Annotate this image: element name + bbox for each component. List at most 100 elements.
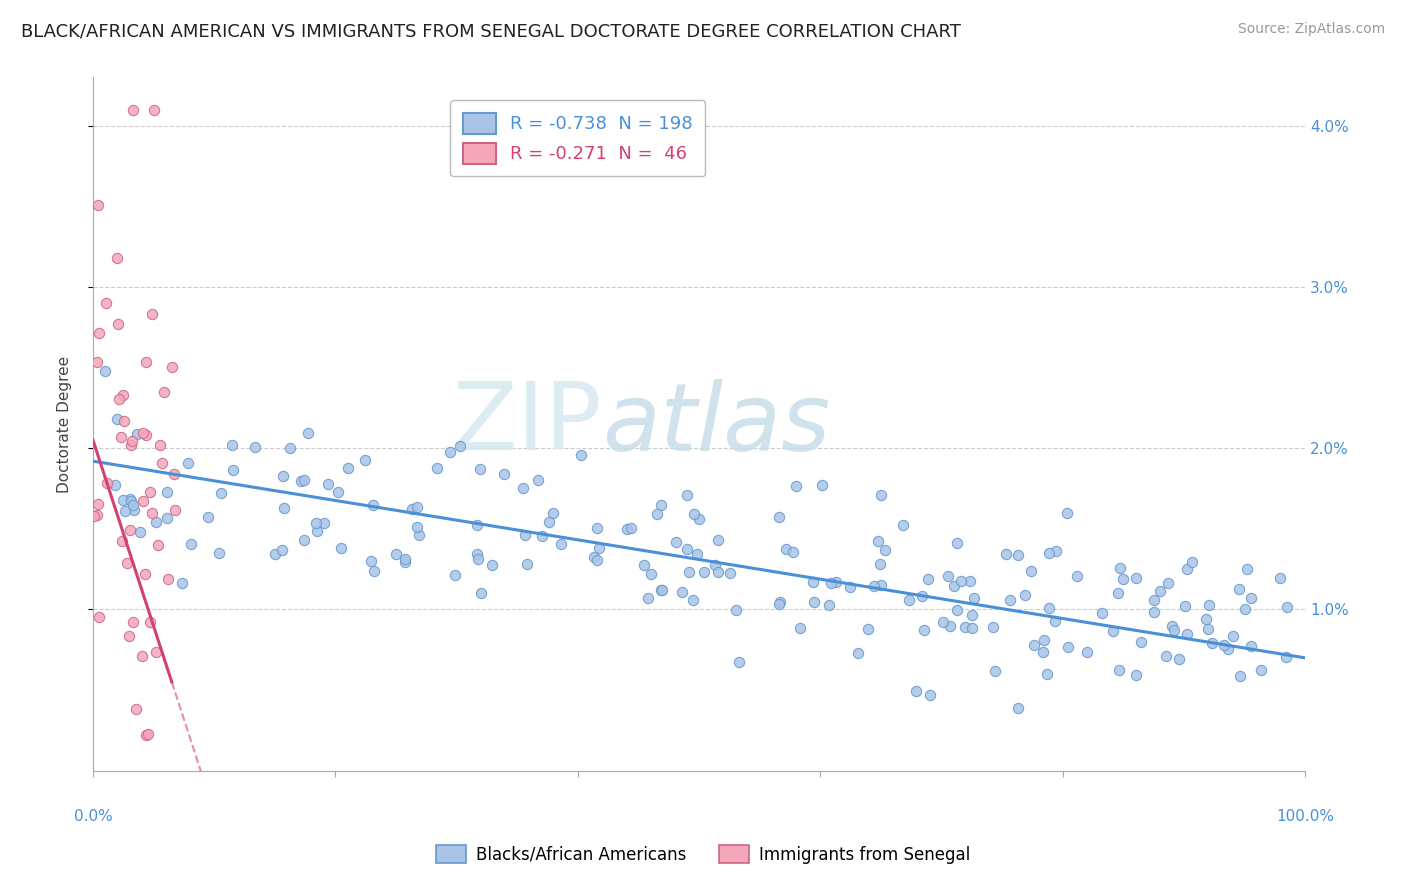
Point [863,579,886,593]
Point [115,556,138,570]
Point [312,516,335,530]
Point [789,621,811,635]
Point [305,524,328,538]
Point [465,548,488,562]
Point [911,590,934,604]
Point [870,488,893,502]
Point [1197,622,1219,636]
Point [1036,667,1059,681]
Text: ZIP: ZIP [453,378,602,470]
Point [686,547,709,561]
Point [1111,572,1133,586]
Point [768,509,790,524]
Point [682,507,704,521]
Point [671,584,693,599]
Point [1157,576,1180,591]
Point [650,582,672,597]
Point [141,506,163,520]
Point [678,565,700,579]
Point [1038,601,1060,615]
Point [718,566,741,580]
Point [1240,591,1263,606]
Point [209,485,232,500]
Point [1277,599,1299,614]
Point [1163,623,1185,637]
Point [1019,564,1042,578]
Point [121,434,143,448]
Point [582,550,605,565]
Point [1090,607,1112,621]
Point [449,439,471,453]
Point [825,575,848,590]
Point [818,598,841,612]
Point [769,595,792,609]
Text: Source: ZipAtlas.com: Source: ZipAtlas.com [1237,22,1385,37]
Point [1056,640,1078,654]
Point [1109,561,1132,575]
Point [633,558,655,573]
Point [86,355,108,369]
Point [360,554,382,568]
Point [141,307,163,321]
Point [811,478,834,492]
Point [243,440,266,454]
Point [120,493,142,508]
Point [1240,639,1263,653]
Point [394,552,416,566]
Point [86,497,108,511]
Point [1102,624,1125,638]
Point [83,508,105,523]
Point [1229,669,1251,683]
Point [149,438,172,452]
Point [960,608,983,623]
Point [280,441,302,455]
Point [703,558,725,572]
Point [264,547,287,561]
Point [904,683,927,698]
Point [1032,645,1054,659]
Point [145,515,167,529]
Point [180,537,202,551]
Point [142,103,165,117]
Point [292,533,315,547]
Point [1043,615,1066,629]
Point [87,610,110,624]
Text: 100.0%: 100.0% [1277,809,1334,824]
Point [1045,543,1067,558]
Point [112,388,135,402]
Point [983,665,1005,679]
Point [725,603,748,617]
Point [94,296,117,310]
Point [292,473,315,487]
Point [156,510,179,524]
Point [1216,642,1239,657]
Point [1195,613,1218,627]
Point [995,548,1018,562]
Point [105,251,128,265]
Point [96,476,118,491]
Point [132,425,155,440]
Point [330,541,353,555]
Point [221,438,243,452]
Point [150,456,173,470]
Point [936,569,959,583]
Point [114,503,136,517]
Point [271,469,294,483]
Point [145,644,167,658]
Point [208,546,231,560]
Point [104,478,127,492]
Point [775,541,797,556]
Point [170,576,193,591]
Point [869,557,891,571]
Point [138,484,160,499]
Point [1181,554,1204,568]
Point [468,462,491,476]
Point [120,437,142,451]
Text: atlas: atlas [602,378,831,469]
Point [946,603,969,617]
Point [912,624,935,638]
Point [1038,546,1060,560]
Point [820,576,842,591]
Point [122,615,145,629]
Point [1125,571,1147,585]
